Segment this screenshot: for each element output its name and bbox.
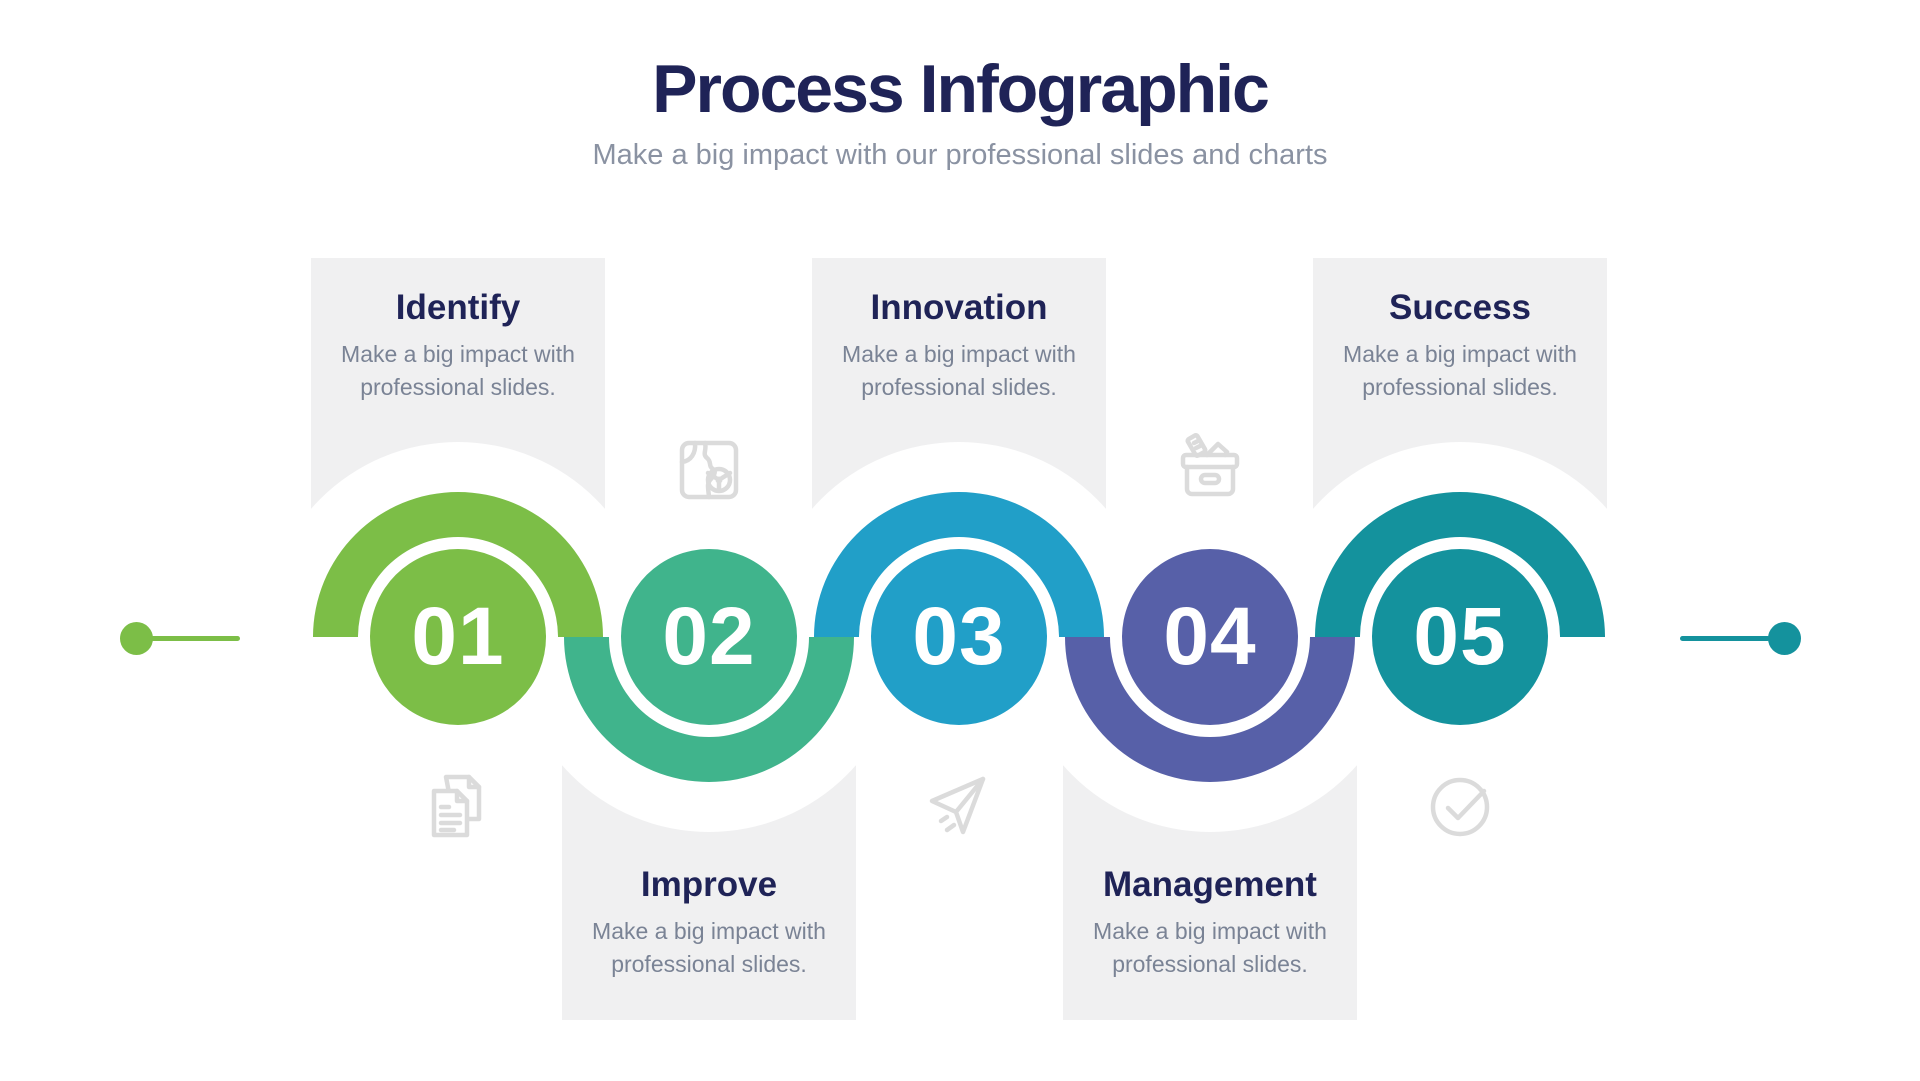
paper-plane-icon xyxy=(919,766,999,846)
step-circle-04: 04 xyxy=(1122,549,1298,725)
step-title: Innovation xyxy=(870,288,1048,327)
left-end-line xyxy=(150,636,240,641)
step-circle-01: 01 xyxy=(370,549,546,725)
step-description: Make a big impact with professional slid… xyxy=(592,918,826,977)
map-icon xyxy=(669,430,749,510)
step-description: Make a big impact with professional slid… xyxy=(1093,918,1327,977)
step-circle-03: 03 xyxy=(871,549,1047,725)
step-number: 01 xyxy=(411,591,505,682)
step-title: Management xyxy=(1103,865,1317,904)
page-subtitle: Make a big impact with our professional … xyxy=(592,139,1328,172)
right-end-line xyxy=(1680,636,1770,641)
left-end-dot xyxy=(120,622,153,655)
step-number: 03 xyxy=(912,591,1006,682)
step-circle-05: 05 xyxy=(1372,549,1548,725)
step-number: 04 xyxy=(1163,591,1257,682)
step-description: Make a big impact with professional slid… xyxy=(1343,341,1577,400)
step-title: Improve xyxy=(640,865,778,904)
step-description: Make a big impact with professional slid… xyxy=(341,341,575,400)
right-end-dot xyxy=(1768,622,1801,655)
step-title: Identify xyxy=(395,288,521,327)
step-number: 05 xyxy=(1413,591,1507,682)
step-description: Make a big impact with professional slid… xyxy=(842,341,1076,400)
step-circle-02: 02 xyxy=(621,549,797,725)
step-number: 02 xyxy=(662,591,756,682)
documents-icon xyxy=(418,766,498,846)
step-title: Success xyxy=(1388,288,1532,327)
page-title: Process Infographic xyxy=(652,51,1270,127)
check-circle-icon xyxy=(1420,766,1500,846)
storage-box-icon xyxy=(1170,430,1250,510)
